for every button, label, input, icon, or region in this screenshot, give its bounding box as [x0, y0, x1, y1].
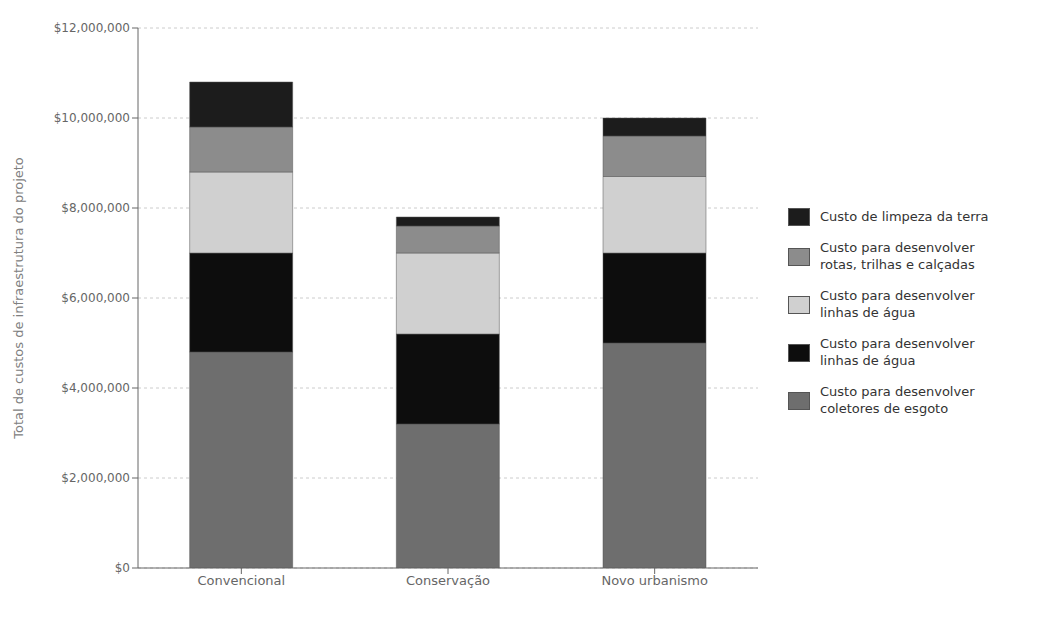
- html-text:Custo para desenvolver linhas: Custo para desenvolver linhas de água: [820, 336, 975, 368]
- svg-text:$6,000,000: $6,000,000: [61, 291, 130, 305]
- svg-text:$10,000,000: $10,000,000: [54, 111, 130, 125]
- svg-text:$0: $0: [115, 561, 130, 575]
- svg-text:Novo urbanismo: Novo urbanismo: [601, 573, 708, 588]
- html-text:Custo para desenvolver linhas: Custo para desenvolver linhas de água: [820, 288, 975, 321]
- svg-text:Conservação: Conservação: [406, 573, 490, 588]
- svg-text:Convencional: Convencional: [197, 573, 285, 588]
- html-text:Custo de limpeza da terra: Custo de limpeza da terra: [820, 209, 989, 224]
- html-text:Custo para desenvolver coletor: Custo para desenvolver coletores de esgo…: [820, 383, 975, 416]
- svg-text:$2,000,000: $2,000,000: [61, 471, 130, 485]
- html-text:Custo para desenvolver rotas,: Custo para desenvolver rotas, trilhas e …: [820, 240, 975, 273]
- svg-text:Total de custos de infraestrut: Total de custos de infraestrutura do pro…: [11, 157, 26, 440]
- svg-text:$8,000,000: $8,000,000: [61, 201, 130, 215]
- svg-text:$4,000,000: $4,000,000: [61, 381, 130, 395]
- svg-text:$12,000,000: $12,000,000: [54, 21, 130, 35]
